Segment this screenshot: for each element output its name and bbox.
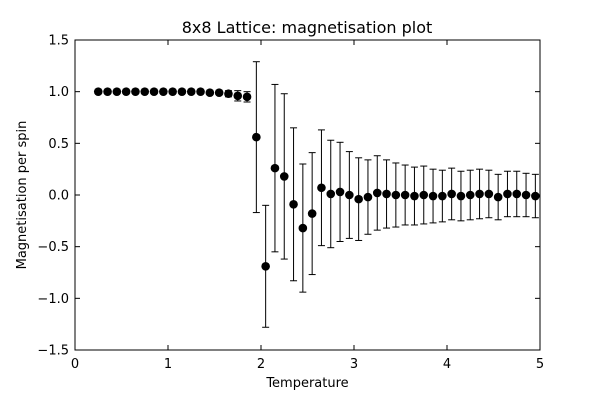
- y-tick-label: 0.5: [48, 137, 69, 152]
- data-point: [298, 223, 308, 233]
- data-point: [317, 183, 326, 193]
- data-point: [521, 190, 531, 200]
- y-tick-label: 1.5: [48, 34, 69, 49]
- data-point: [205, 88, 215, 97]
- data-point: [410, 191, 419, 201]
- x-tick-label: 5: [536, 357, 544, 372]
- chart-title: 8x8 Lattice: magnetisation plot: [182, 18, 433, 37]
- data-point: [326, 189, 336, 199]
- data-point: [279, 172, 289, 181]
- data-point: [475, 189, 484, 199]
- data-point: [121, 87, 131, 96]
- data-point: [261, 262, 270, 271]
- data-point: [512, 189, 522, 199]
- data-point: [335, 187, 345, 197]
- y-tick-label: −1.0: [37, 292, 69, 307]
- data-point: [224, 89, 233, 99]
- x-tick-label: 3: [350, 357, 358, 372]
- data-point: [354, 194, 363, 204]
- x-tick-label: 4: [443, 357, 451, 372]
- data-point: [242, 92, 252, 102]
- x-axis-label: Temperature: [265, 376, 348, 391]
- x-tick-label: 1: [164, 357, 172, 372]
- data-point: [196, 87, 205, 96]
- y-tick-label: −0.5: [37, 240, 69, 255]
- x-tick-label: 0: [71, 357, 79, 372]
- data-point: [307, 209, 317, 218]
- data-point: [103, 87, 112, 96]
- data-point: [372, 188, 382, 198]
- data-point: [131, 87, 140, 96]
- data-point: [289, 200, 298, 209]
- data-point: [345, 190, 354, 200]
- data-point: [214, 88, 224, 97]
- y-axis-label: Magnetisation per spin: [15, 121, 30, 270]
- data-point: [112, 87, 122, 96]
- data-point: [93, 87, 103, 96]
- data-point: [419, 190, 429, 200]
- data-point: [503, 189, 512, 199]
- data-point: [438, 191, 447, 201]
- data-point: [391, 190, 401, 200]
- data-point: [484, 189, 494, 199]
- data-point: [493, 192, 503, 202]
- y-tick-label: 0.0: [48, 189, 69, 204]
- data-point: [140, 87, 150, 96]
- data-point: [168, 87, 177, 96]
- data-point: [447, 189, 456, 199]
- y-tick-label: −1.5: [37, 344, 69, 359]
- data-point: [252, 132, 261, 142]
- data-point: [456, 191, 466, 201]
- data-point: [186, 87, 196, 96]
- axis-ticks: 0 1 2 3 4 5 −1.5 −1.0 −0.5 0.0 0.5 1.0 1.5: [37, 34, 544, 373]
- data-point: [177, 87, 187, 96]
- data-point: [531, 191, 540, 201]
- data-point: [233, 91, 243, 101]
- data-point: [159, 87, 168, 96]
- plot-area-frame: [74, 39, 541, 351]
- data-point: [382, 189, 391, 199]
- y-tick-label: 1.0: [48, 85, 69, 100]
- data-point: [400, 190, 410, 200]
- data-point: [465, 190, 475, 200]
- data-point: [149, 87, 159, 96]
- x-tick-label: 2: [257, 357, 265, 372]
- data-point: [270, 163, 280, 173]
- data-point: [428, 191, 438, 201]
- data-points: [93, 87, 540, 271]
- data-point: [363, 192, 373, 202]
